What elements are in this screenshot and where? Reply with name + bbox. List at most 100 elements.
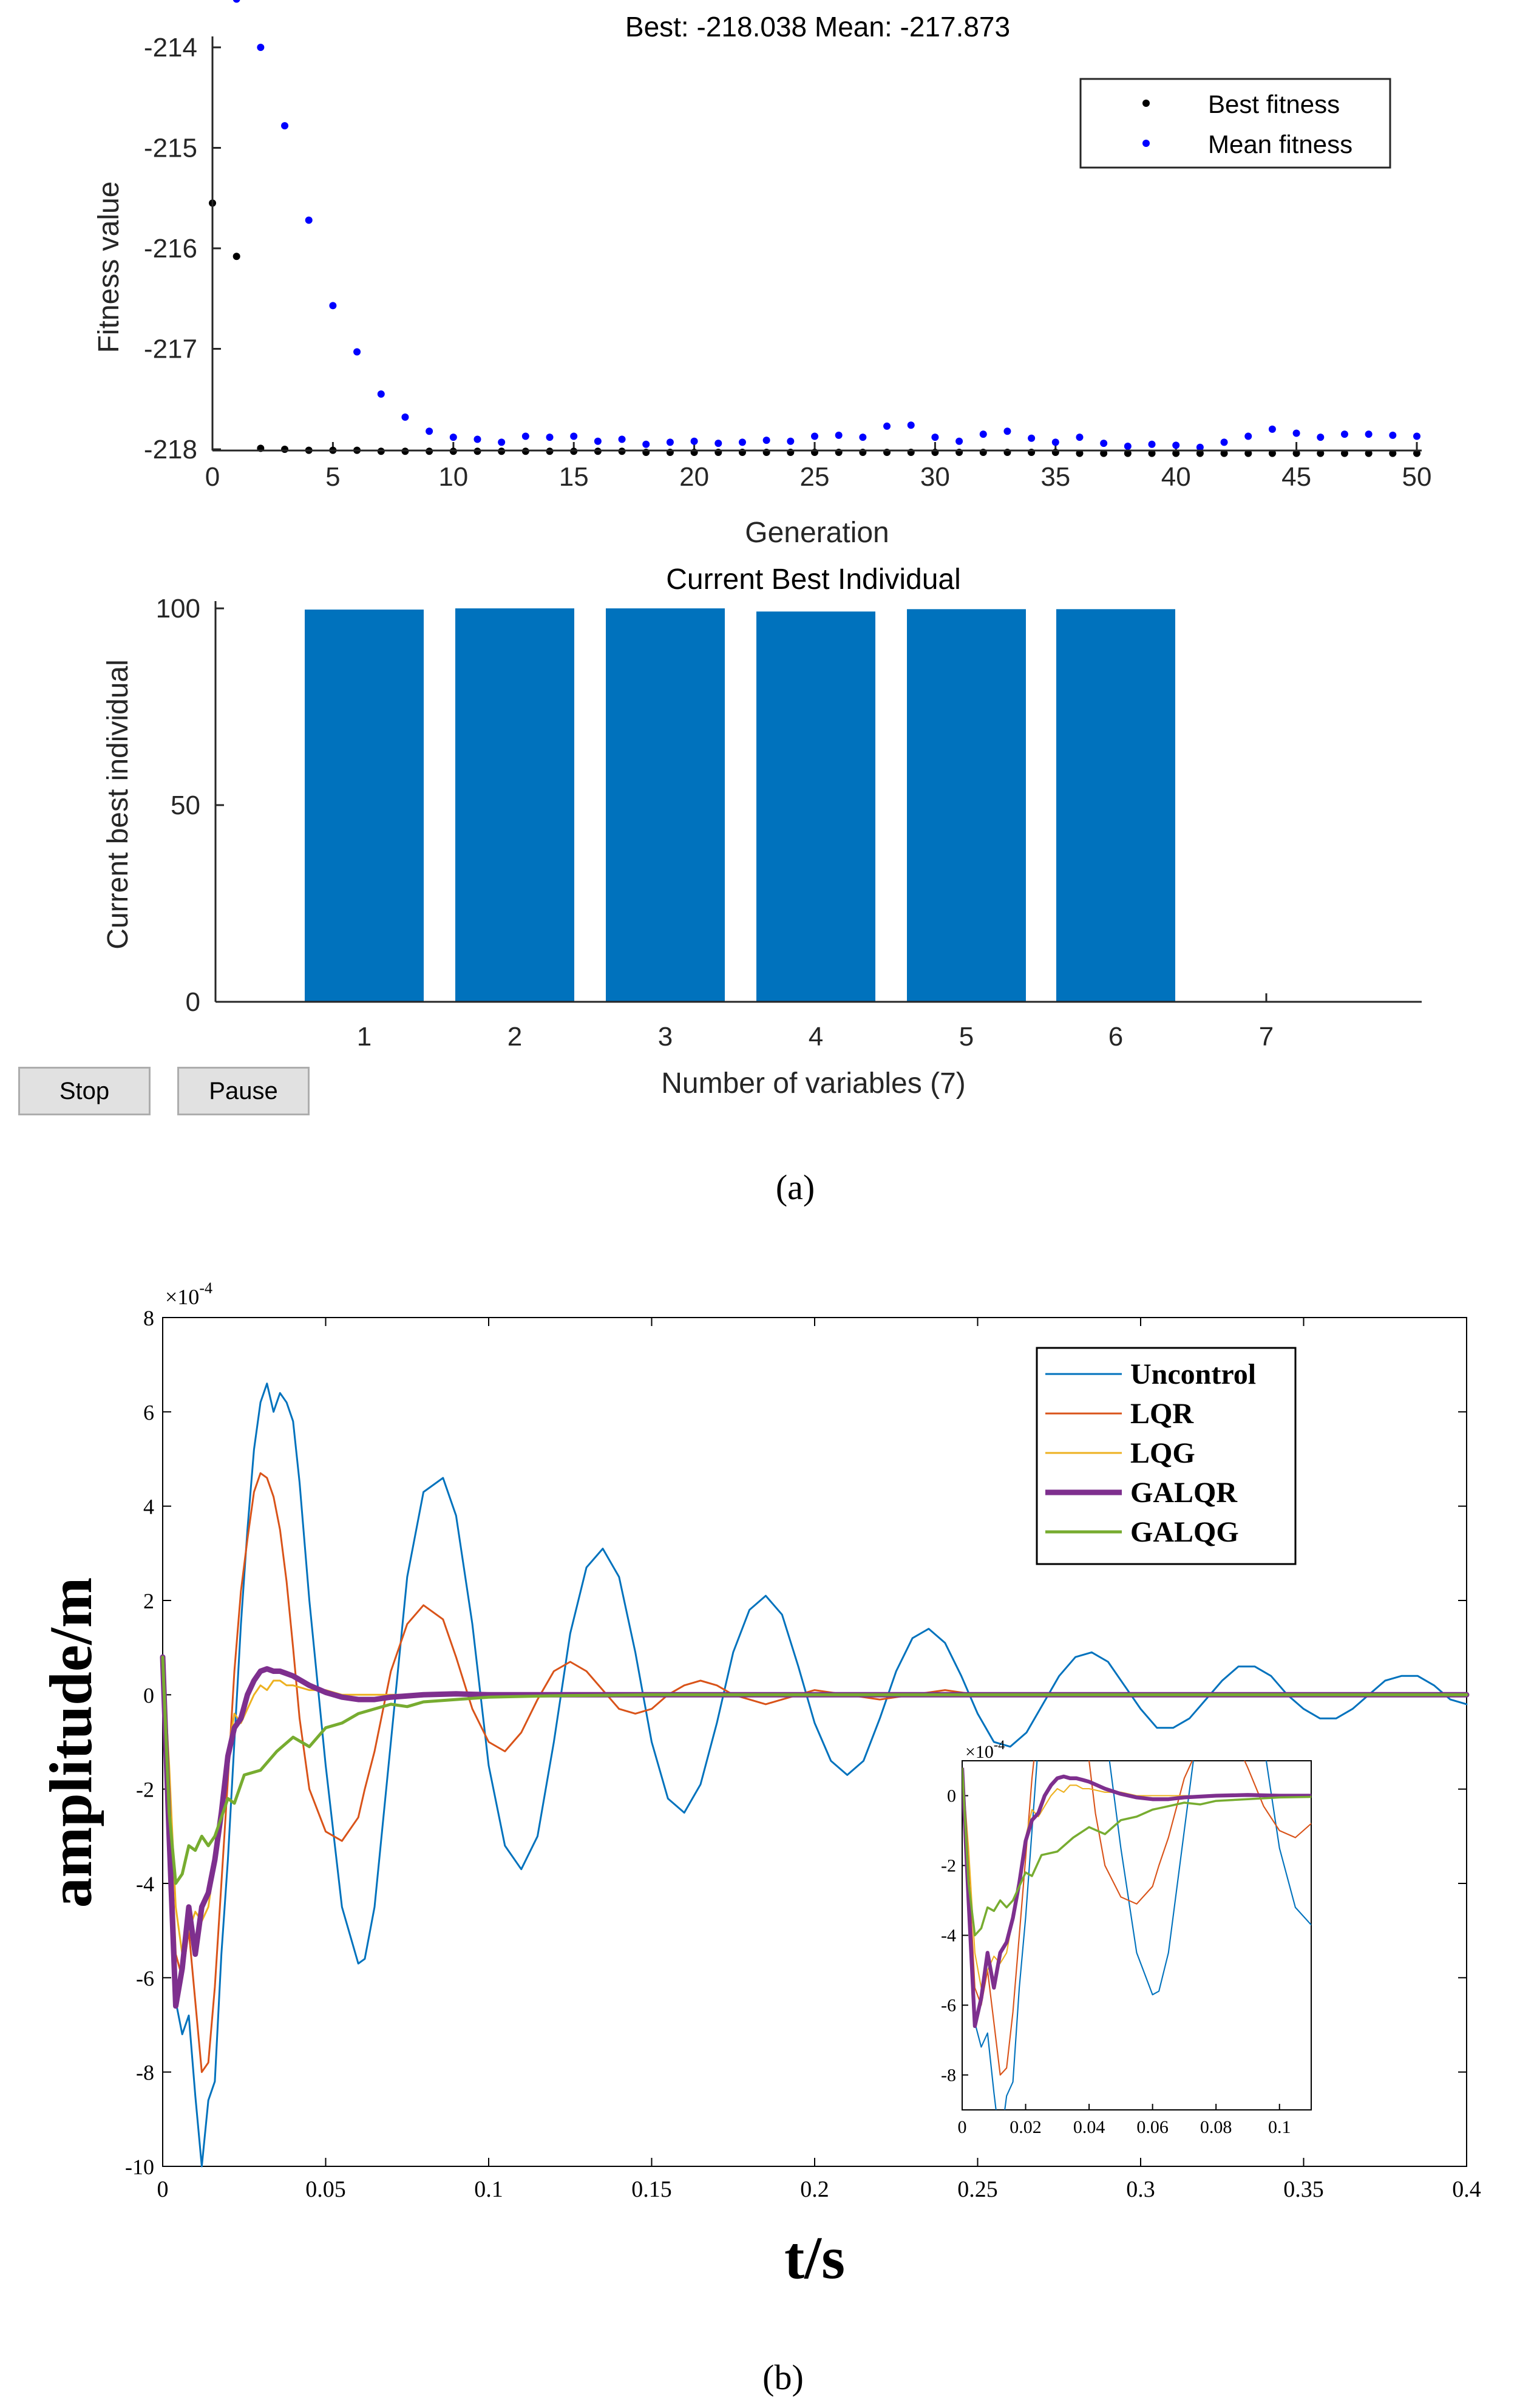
legend-mean-label: Mean fitness: [1208, 130, 1352, 158]
fitness-x-tick-label: 30: [920, 462, 950, 492]
mean-fitness-point: [738, 438, 746, 446]
mean-fitness-point: [521, 432, 529, 440]
response-x-tick-label: 0.1: [474, 2177, 503, 2202]
mean-fitness-point: [1148, 440, 1156, 448]
mean-fitness-point: [762, 437, 770, 444]
stop-button[interactable]: Stop: [18, 1067, 151, 1115]
fitness-y-tick-label: -214: [144, 33, 197, 63]
mean-fitness-point: [666, 438, 674, 446]
best-fitness-point: [1413, 449, 1420, 457]
bar-variable-4: [756, 611, 875, 1002]
bar-variable-1: [305, 609, 424, 1002]
individual-plot: Current Best Individual 0 50 100 1 2 3 4 5 6 7 Nu…: [102, 563, 1422, 1100]
caption-a: (a): [776, 1168, 815, 1207]
mean-fitness-point: [835, 431, 843, 439]
individual-y-tick-label: 0: [186, 987, 200, 1017]
response-y-tick-label: -8: [136, 2061, 154, 2085]
mean-fitness-point: [859, 434, 867, 441]
mean-fitness-point: [979, 430, 987, 438]
inset-y-tick-label: 0: [947, 1786, 956, 1806]
response-x-tick-label: 0.4: [1452, 2177, 1481, 2202]
legend-label-galqr: GALQR: [1130, 1477, 1238, 1509]
best-fitness-point: [1196, 449, 1204, 457]
individual-x-tick-label: 5: [959, 1022, 974, 1052]
fitness-legend: Best fitness Mean fitness: [1079, 78, 1391, 169]
best-fitness-point: [1292, 449, 1300, 457]
mean-fitness-point: [1389, 431, 1397, 439]
inset-x-tick-label: 0.08: [1200, 2117, 1232, 2137]
individual-x-label: Number of variables (7): [661, 1067, 966, 1100]
response-legend-box: [1036, 1347, 1297, 1565]
best-fitness-point: [1220, 449, 1228, 457]
best-fitness-point: [1124, 449, 1132, 457]
response-y-tick-label: -6: [136, 1966, 154, 1990]
inset-y-multiplier: ×10-4: [965, 1737, 1005, 1762]
mean-fitness-point: [498, 438, 506, 446]
mean-fitness-point: [1196, 443, 1204, 451]
line-galqg: [161, 1655, 1468, 1885]
mean-fitness-point: [1003, 427, 1011, 435]
best-fitness-point: [1100, 449, 1108, 457]
individual-y-tick-label: 100: [156, 594, 200, 624]
mean-fitness-point: [305, 216, 313, 224]
mean-fitness-point: [931, 434, 939, 441]
mean-fitness-point: [426, 427, 433, 435]
inset-x-tick-label: 0.06: [1136, 2117, 1169, 2137]
mean-fitness-point: [1124, 443, 1132, 451]
best-fitness-point: [281, 446, 289, 453]
best-fitness-point: [232, 253, 240, 260]
inset-line-galqr: [962, 1767, 1311, 2029]
individual-y-label: Current best individual: [102, 659, 134, 950]
fitness-x-tick-label: 20: [679, 462, 709, 492]
fitness-plot-title: Best: -218.038 Mean: -217.873: [625, 11, 1010, 43]
legend-label-lqg: LQG: [1130, 1437, 1195, 1469]
pause-button[interactable]: Pause: [177, 1067, 310, 1115]
response-y-tick-label: 0: [143, 1683, 154, 1707]
bar-variable-6: [1056, 609, 1175, 1002]
best-fitness-point: [1389, 449, 1397, 457]
fitness-y-label: Fitness value: [93, 182, 125, 353]
inset-ticks: 0 0.02 0.04 0.06 0.08 0.1 0 -2 -4 -6 -8: [941, 1786, 1291, 2138]
best-fitness-point: [1268, 449, 1276, 457]
fitness-x-tick-label: 50: [1402, 462, 1432, 492]
individual-x-tick-label: 4: [809, 1022, 823, 1052]
fitness-y-tick-label: -216: [144, 234, 197, 264]
individual-x-tick-label: 7: [1259, 1022, 1274, 1052]
fitness-x-label: Generation: [745, 517, 889, 549]
mean-fitness-point: [883, 422, 891, 430]
mean-fitness-point: [1220, 438, 1228, 446]
response-x-tick-label: 0.3: [1126, 2177, 1155, 2202]
individual-x-tick-label: 1: [357, 1022, 372, 1052]
mean-fitness-point: [594, 437, 602, 445]
mean-fitness-point: [955, 437, 963, 445]
response-x-tick-label: 0.05: [305, 2177, 346, 2202]
caption-b: (b): [762, 2358, 804, 2397]
inset-y-tick-label: -2: [941, 1856, 956, 1876]
fitness-x-tick-label: 25: [800, 462, 830, 492]
response-x-label: t/s: [784, 2224, 845, 2291]
mean-fitness-point: [232, 0, 240, 3]
legend-box: [1079, 78, 1391, 169]
response-legend: Uncontrol LQR LQG GALQR GALQG: [1036, 1347, 1297, 1565]
bar-variable-5: [907, 609, 1026, 1002]
mean-fitness-point: [1028, 434, 1036, 442]
fitness-x-tick-label: 0: [205, 462, 220, 492]
mean-fitness-point: [401, 413, 409, 421]
response-ticks: 0 0.05 0.1 0.15 0.2 0.25 0.3 0.35 0.4 8 6 4 2 0 -2 -4 -6…: [125, 1306, 1481, 2202]
best-fitness-point: [1244, 449, 1252, 457]
mean-fitness-point: [1172, 441, 1180, 449]
mean-fitness-point: [546, 434, 554, 441]
response-y-tick-label: 6: [143, 1400, 154, 1424]
best-fitness-point: [1365, 449, 1373, 457]
fitness-ticks: 0 5 10 15 20 25 30 35 40 45 50 -214 -215 -216 -217 -218: [144, 33, 1432, 492]
response-plot: 0 0.05 0.1 0.15 0.2 0.25 0.3 0.35 0.4 8 6 4 2 0 -2 -4 -6…: [37, 1279, 1481, 2291]
legend-best-label: Best fitness: [1208, 90, 1340, 118]
best-fitness-point: [1340, 449, 1348, 457]
mean-fitness-point: [1340, 430, 1348, 438]
response-y-tick-label: -2: [136, 1778, 154, 1802]
mean-fitness-point: [449, 434, 457, 441]
best-fitness-point: [1172, 449, 1180, 457]
inset-line-lqr: [962, 1761, 1311, 2076]
mean-fitness-point: [377, 390, 385, 398]
individual-plot-title: Current Best Individual: [666, 563, 961, 596]
